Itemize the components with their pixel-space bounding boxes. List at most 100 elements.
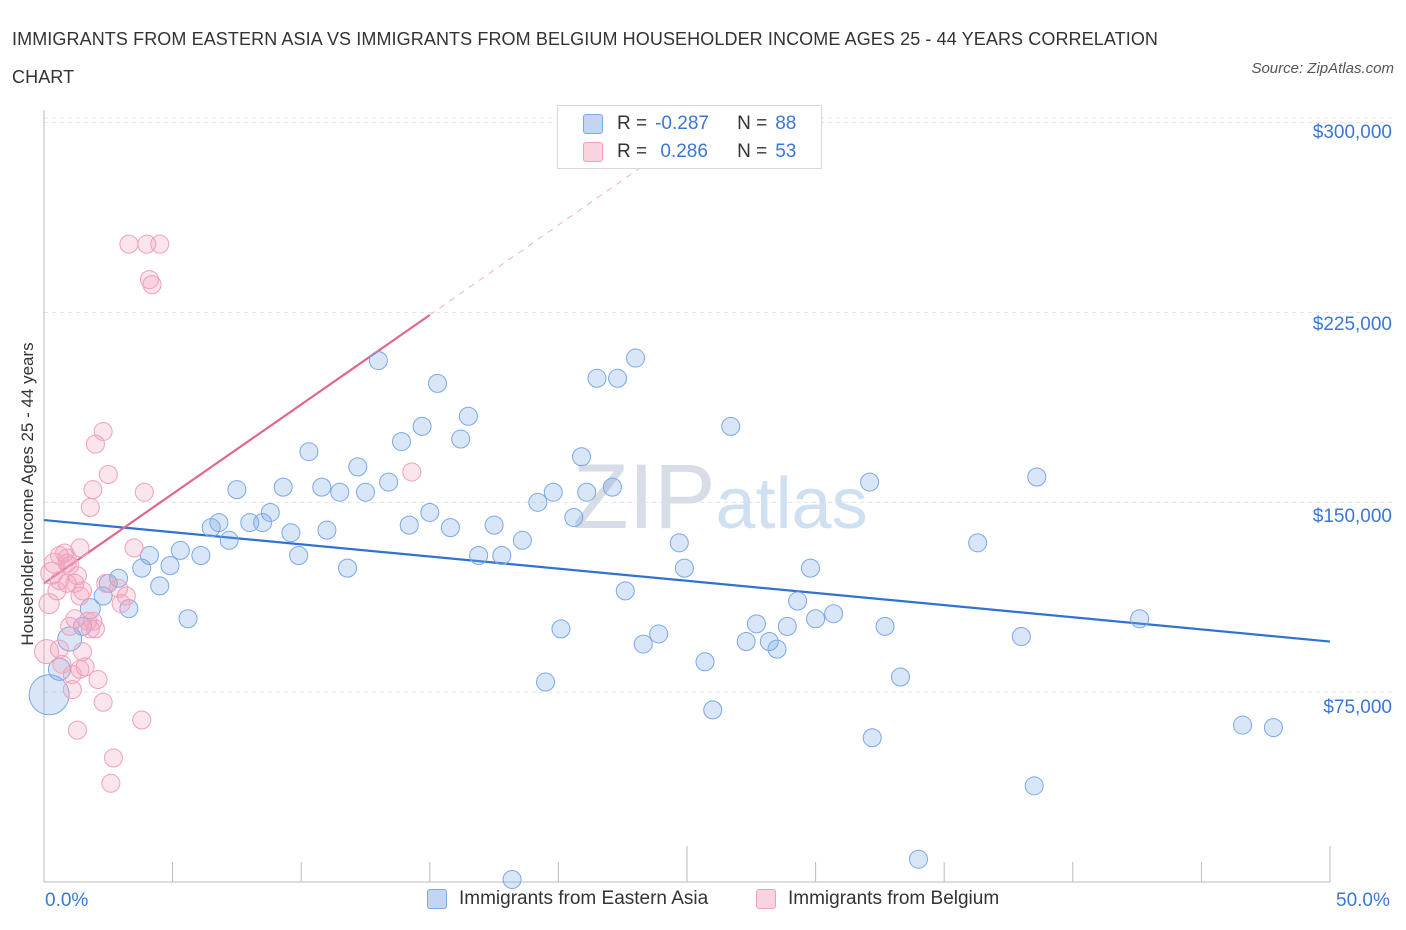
point-eastern-asia [227, 480, 247, 500]
point-eastern-asia [572, 447, 592, 467]
point-belgium [134, 482, 154, 502]
point-eastern-asia [502, 869, 522, 889]
point-belgium [96, 573, 116, 593]
point-eastern-asia [281, 523, 301, 543]
point-eastern-asia [1027, 467, 1047, 487]
legend-swatch-eastern-asia [583, 114, 603, 134]
point-eastern-asia [440, 518, 460, 538]
y-tick-label: $225,000 [1312, 314, 1392, 335]
point-eastern-asia [669, 533, 689, 553]
point-eastern-asia [399, 515, 419, 535]
stats-legend: R = -0.287 N = 88 R = 0.286 N = 53 [557, 105, 822, 169]
point-eastern-asia [703, 700, 723, 720]
point-belgium [150, 234, 170, 254]
point-eastern-asia [368, 351, 388, 371]
point-belgium [98, 464, 118, 484]
y-axis-label: Householder Income Ages 25 - 44 years [18, 342, 37, 646]
point-eastern-asia [299, 442, 319, 462]
legend-n-label: N = [737, 113, 768, 134]
point-eastern-asia [420, 502, 440, 522]
legend-row-belgium: R = 0.286 N = 53 [583, 139, 796, 165]
point-belgium [142, 275, 162, 295]
point-eastern-asia [543, 482, 563, 502]
point-belgium [132, 710, 152, 730]
point-eastern-asia [577, 482, 597, 502]
point-belgium [101, 773, 121, 793]
point-eastern-asia [649, 624, 669, 644]
bottom-legend-swatch-eastern-asia [427, 889, 447, 909]
point-belgium [60, 556, 80, 576]
point-eastern-asia [602, 477, 622, 497]
point-belgium [73, 581, 93, 601]
point-eastern-asia [178, 609, 198, 629]
point-eastern-asia [348, 457, 368, 477]
trend-line-eastern-asia [43, 518, 1331, 643]
point-belgium [62, 680, 82, 700]
point-belgium [34, 639, 60, 665]
point-eastern-asia [788, 591, 808, 611]
point-eastern-asia [170, 540, 190, 560]
bottom-legend-eastern-asia: Immigrants from Eastern Asia [427, 888, 708, 910]
point-eastern-asia [337, 558, 357, 578]
point-eastern-asia [150, 576, 170, 596]
point-belgium [57, 548, 77, 568]
y-tick-label: $75,000 [1323, 697, 1392, 718]
point-belgium [49, 545, 69, 565]
point-eastern-asia [767, 639, 787, 659]
point-belgium [57, 553, 77, 573]
y-tick-label: $150,000 [1312, 506, 1392, 527]
point-belgium [103, 748, 123, 768]
watermark-zip: ZIP [572, 446, 715, 548]
point-eastern-asia [492, 545, 512, 565]
point-eastern-asia [759, 632, 779, 652]
point-belgium [38, 593, 60, 615]
point-eastern-asia [608, 368, 628, 388]
point-eastern-asia [253, 513, 273, 533]
point-eastern-asia [615, 581, 635, 601]
point-belgium [67, 720, 87, 740]
point-eastern-asia [428, 373, 448, 393]
point-belgium [73, 642, 93, 662]
point-belgium [88, 670, 108, 690]
point-belgium [85, 619, 105, 639]
x-tick-label-min: 0.0% [45, 890, 89, 911]
point-eastern-asia [551, 619, 571, 639]
point-eastern-asia [1263, 718, 1283, 738]
source-label: Source: ZipAtlas.com [1251, 60, 1394, 77]
point-eastern-asia [890, 667, 910, 687]
grid-lines [44, 117, 1394, 693]
legend-r-value: 0.286 [655, 141, 708, 162]
legend-r-label: R = [617, 113, 648, 134]
point-belgium [70, 659, 90, 679]
point-eastern-asia [160, 556, 180, 576]
point-eastern-asia [109, 568, 129, 588]
point-eastern-asia [587, 368, 607, 388]
point-eastern-asia [862, 728, 882, 748]
point-eastern-asia [536, 672, 556, 692]
legend-row-eastern-asia: R = -0.287 N = 88 [583, 111, 796, 137]
point-eastern-asia [219, 530, 239, 550]
point-eastern-asia [484, 515, 504, 535]
point-eastern-asia [626, 348, 646, 368]
point-belgium [402, 462, 422, 482]
point-eastern-asia [746, 614, 766, 634]
legend-n-value: 88 [775, 113, 797, 134]
axes [43, 110, 1331, 883]
watermark: ZIPatlas [572, 446, 867, 548]
point-belgium [75, 657, 95, 677]
point-eastern-asia [908, 849, 928, 869]
point-eastern-asia [330, 482, 350, 502]
point-eastern-asia [1024, 776, 1044, 796]
point-belgium [93, 692, 113, 712]
point-eastern-asia [674, 558, 694, 578]
point-eastern-asia [273, 477, 293, 497]
point-eastern-asia [564, 508, 584, 528]
point-eastern-asia [209, 513, 229, 533]
point-eastern-asia [458, 406, 478, 426]
bottom-legend-label: Immigrants from Belgium [788, 888, 1000, 909]
point-eastern-asia [875, 616, 895, 636]
point-belgium [116, 586, 136, 606]
point-belgium [109, 578, 129, 598]
point-eastern-asia [824, 604, 844, 624]
